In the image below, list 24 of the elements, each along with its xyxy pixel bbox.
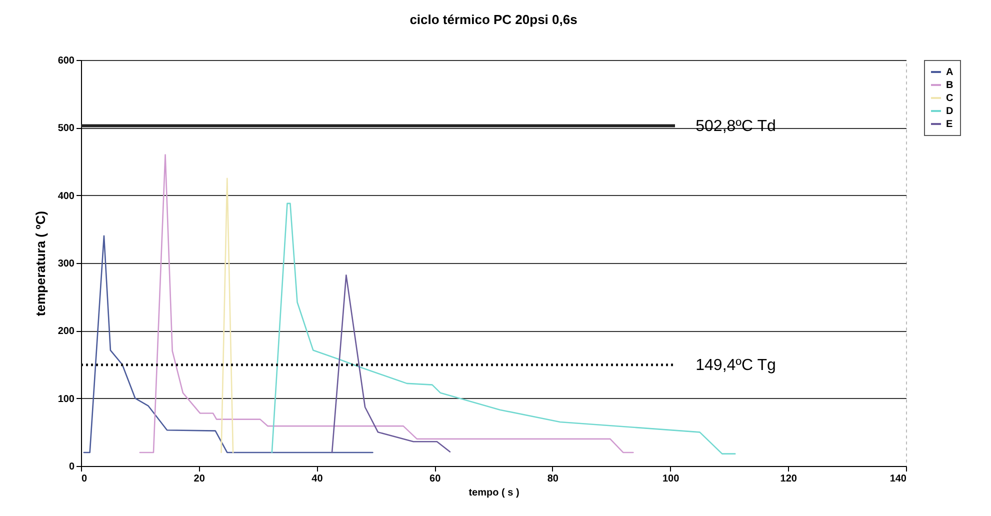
y-tick-label: 200 [58, 326, 75, 338]
x-axis-title: tempo ( s ) [468, 488, 520, 498]
y-tick-label: 300 [58, 258, 75, 270]
chart-title: ciclo térmico PC 20psi 0,6s [410, 12, 578, 27]
x-tick-label: 140 [890, 474, 907, 484]
legend-label: C [946, 93, 954, 104]
y-tick-label: 100 [58, 394, 75, 405]
legend-label: A [946, 67, 954, 78]
legend-label: B [946, 80, 954, 91]
x-tick-label: 0 [82, 474, 88, 484]
x-tick-label: 60 [430, 474, 442, 484]
x-tick-label: 120 [780, 474, 798, 484]
y-tick-label: 600 [58, 56, 75, 66]
y-tick-label: 400 [58, 190, 75, 202]
y-tick-label: 0 [68, 462, 75, 472]
y-tick-label: 500 [58, 123, 75, 134]
y-axis-title: temperatura ( ºC) [32, 210, 48, 316]
x-tick-label: 20 [194, 474, 206, 484]
legend-label: E [946, 119, 953, 130]
x-tick-label: 40 [312, 474, 324, 484]
x-tick-label: 100 [662, 474, 680, 484]
x-tick-label: 80 [547, 474, 559, 484]
ref-line-label: 149,4ºC Tg [696, 356, 776, 374]
legend-label: D [946, 106, 954, 117]
